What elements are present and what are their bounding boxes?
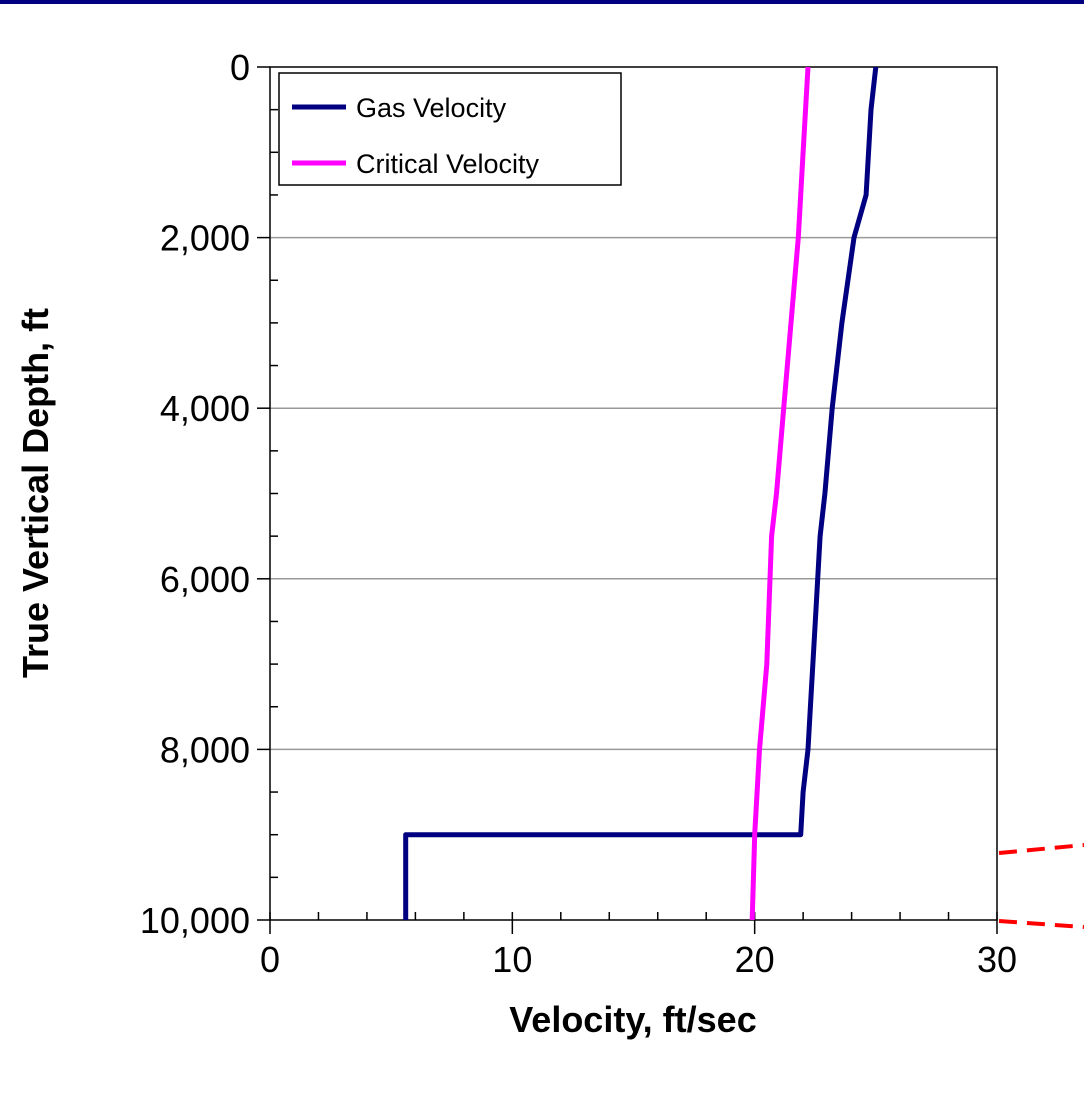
callout-dash-upper [998,843,1084,855]
legend-label-gas-velocity: Gas Velocity [356,93,507,123]
y-tick-label-0: 0 [230,47,250,88]
legend-box [278,72,622,186]
y-axis-title: True Vertical Depth, ft [15,308,56,678]
y-tick-label-5: 10,000 [140,900,250,941]
x-tick-label-3: 30 [977,939,1017,980]
axis-ticks [257,66,998,934]
y-tick-label-4: 8,000 [160,729,250,770]
x-tick-label-1: 10 [492,939,532,980]
callout-dash-lower [998,919,1084,929]
y-tick-label-1: 2,000 [160,218,250,259]
series-line-critical-velocity [749,66,811,921]
y-tick-label-2: 4,000 [160,388,250,429]
x-tick-labels: 0 10 20 30 [260,939,1017,980]
series-line-gas-velocity [403,66,879,920]
y-tick-labels: 0 2,000 4,000 6,000 8,000 10,000 [140,47,250,941]
legend-label-critical-velocity: Critical Velocity [356,149,540,179]
series-lines [403,66,879,921]
x-tick-label-2: 20 [735,939,775,980]
gridlines [270,236,997,751]
plot-frame [269,66,998,921]
legend: Gas Velocity Critical Velocity [278,72,622,186]
y-tick-label-3: 6,000 [160,559,250,600]
top-bar [0,0,1084,4]
x-axis-title: Velocity, ft/sec [509,999,756,1040]
x-tick-label-0: 0 [260,939,280,980]
